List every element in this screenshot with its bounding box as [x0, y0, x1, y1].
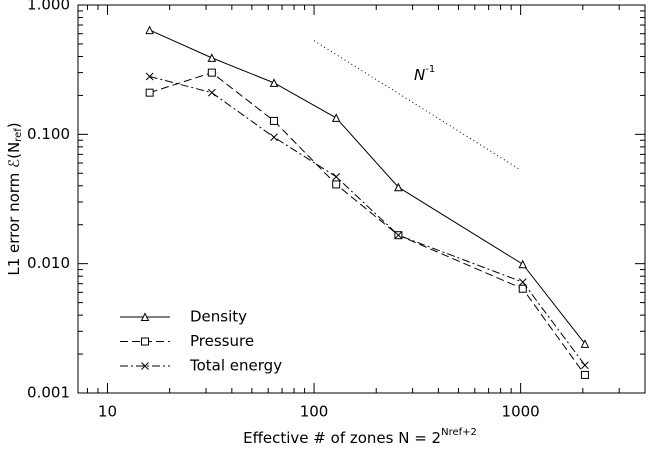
marker-shape [141, 362, 149, 370]
marker [580, 339, 590, 348]
marker-shape [331, 113, 341, 122]
marker-shape [394, 231, 403, 240]
marker [207, 53, 217, 62]
x-tick-label: 100 [300, 403, 329, 421]
marker-shape [394, 182, 403, 192]
reference-label-sup: -1 [425, 64, 435, 75]
marker [332, 180, 341, 189]
marker-shape [518, 278, 527, 286]
marker [145, 25, 154, 35]
x-tick-label: 1000 [502, 403, 540, 421]
marker [145, 88, 154, 97]
legend-label: Pressure [190, 332, 254, 350]
marker-shape [145, 88, 154, 97]
marker [331, 113, 341, 122]
legend-label: Total energy [189, 357, 282, 375]
marker [269, 78, 279, 87]
marker-shape [270, 116, 279, 125]
marker-shape [207, 68, 216, 77]
marker [581, 361, 589, 370]
marker-shape [145, 25, 154, 35]
marker [207, 68, 216, 77]
marker [141, 337, 149, 346]
marker-shape [140, 312, 150, 321]
marker [580, 370, 589, 379]
reference-label-base: N [414, 66, 425, 84]
y-label-sub: ref [13, 128, 24, 142]
marker-shape [518, 284, 527, 293]
y-axis-label: L1 error norm ℰ(Nref) [5, 122, 25, 275]
marker-shape [141, 337, 149, 346]
y-tick-label: 1.000 [27, 0, 70, 14]
marker-shape [581, 361, 589, 370]
marker-shape [518, 259, 528, 269]
marker [270, 116, 279, 125]
marker [518, 259, 528, 269]
marker-shape [207, 88, 216, 97]
marker-shape [270, 133, 278, 142]
series-line [149, 29, 586, 345]
marker [394, 182, 403, 192]
y-label-end: ) [5, 122, 23, 128]
y-tick-label: 0.001 [27, 384, 70, 402]
reference-label: N-1 [414, 64, 435, 84]
marker-shape [332, 172, 341, 181]
marker-shape [332, 180, 341, 189]
y-tick-label: 0.010 [27, 254, 70, 272]
marker [207, 88, 216, 97]
series-line [149, 72, 586, 376]
x-label-main: Effective # of zones N = 2 [243, 429, 441, 447]
x-tick-label: 10 [98, 403, 117, 421]
marker [332, 172, 341, 181]
marker-shape [580, 370, 589, 379]
x-axis-label: Effective # of zones N = 2Nref+2 [243, 427, 477, 447]
marker-shape [269, 78, 279, 87]
marker-shape [145, 72, 154, 81]
marker [270, 133, 278, 142]
marker [518, 284, 527, 293]
marker [145, 72, 154, 81]
marker [141, 362, 149, 370]
y-tick-label: 0.100 [27, 125, 70, 143]
marker [394, 231, 403, 240]
reference-line [313, 40, 521, 171]
x-label-sup: Nref+2 [441, 427, 477, 438]
y-label-main: L1 error norm ℰ(N [5, 142, 23, 276]
marker [518, 278, 527, 286]
marker [140, 312, 150, 321]
marker-shape [207, 53, 217, 62]
marker-shape [580, 339, 590, 348]
legend-label: Density [190, 308, 247, 326]
plot-frame [77, 4, 646, 394]
